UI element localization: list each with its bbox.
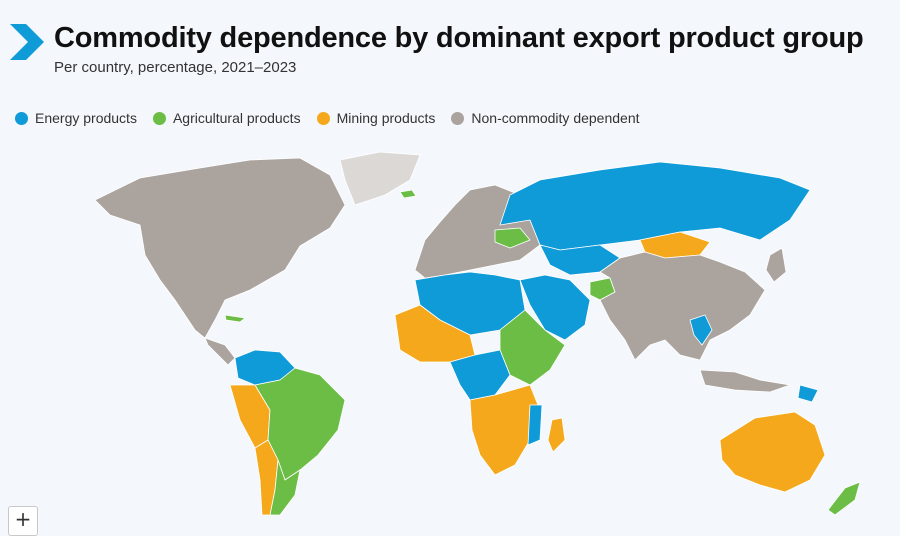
region-cuba[interactable] [224, 314, 246, 323]
legend-item-mining[interactable]: Mining products [316, 110, 436, 126]
region-madagascar[interactable] [547, 417, 566, 453]
region-south-east-asia[interactable] [599, 251, 766, 361]
legend-label: Agricultural products [172, 110, 301, 126]
region-southern-africa[interactable] [469, 384, 541, 476]
page-title: Commodity dependence by dominant export … [54, 22, 864, 54]
region-japan[interactable] [765, 247, 787, 283]
world-map[interactable] [0, 140, 900, 520]
legend: Energy products Agricultural products Mi… [15, 110, 640, 126]
region-greenland[interactable] [339, 151, 421, 206]
legend-label: Non-commodity dependent [471, 110, 640, 126]
region-papua-new-guinea[interactable] [797, 384, 819, 403]
legend-dot-icon [15, 111, 28, 125]
legend-dot-icon [316, 111, 330, 125]
region-central-africa[interactable] [449, 349, 511, 401]
legend-item-energy[interactable]: Energy products [15, 110, 137, 126]
chevron-logo-icon [10, 24, 44, 60]
legend-item-non-commodity[interactable]: Non-commodity dependent [451, 110, 640, 126]
region-middle-east[interactable] [519, 274, 591, 341]
legend-label: Mining products [336, 110, 436, 126]
region-mozambique[interactable] [527, 404, 543, 446]
region-australia[interactable] [719, 411, 826, 493]
page-subtitle: Per country, percentage, 2021–2023 [54, 59, 297, 76]
region-ukraine[interactable] [494, 227, 531, 249]
region-myanmar[interactable] [689, 314, 713, 346]
region-iceland[interactable] [399, 189, 417, 199]
legend-label: Energy products [35, 110, 137, 126]
region-new-zealand[interactable] [827, 481, 861, 516]
legend-dot-icon [451, 111, 465, 125]
region-indonesia[interactable] [699, 369, 791, 393]
region-central-america[interactable] [204, 337, 236, 366]
region-argentina[interactable] [269, 459, 301, 516]
legend-dot-icon [152, 111, 166, 125]
region-north-america[interactable] [94, 157, 346, 339]
legend-item-agricultural[interactable]: Agricultural products [152, 110, 301, 126]
zoom-in-button[interactable]: + [8, 506, 38, 536]
